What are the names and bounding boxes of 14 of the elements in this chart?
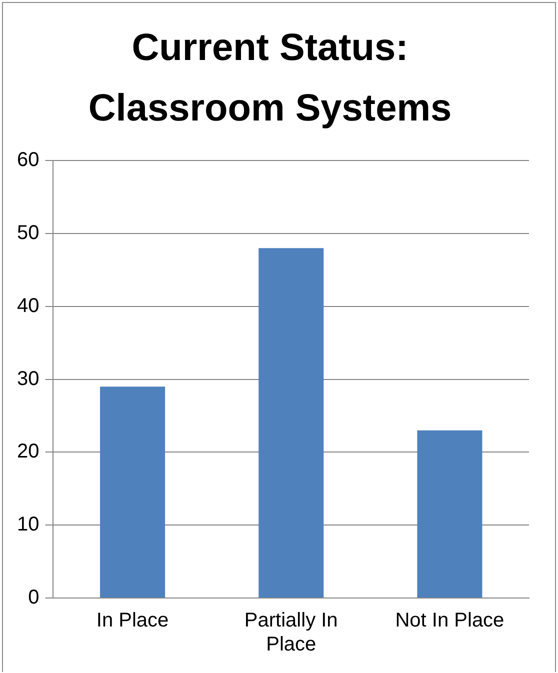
y-tick-label: 10 — [16, 514, 40, 536]
x-tick-label: Not In Place — [395, 610, 504, 632]
y-tick-label: 0 — [28, 586, 40, 609]
bar — [258, 248, 324, 598]
bar — [100, 386, 166, 598]
x-tick-label: In Place — [96, 610, 169, 632]
y-tick-label: 20 — [16, 440, 40, 463]
y-tick-label: 40 — [16, 294, 40, 317]
y-tick-label: 60 — [16, 149, 40, 172]
x-tick-label: Partially In Place — [244, 610, 338, 656]
chart-title: Current Status: Classroom Systems — [88, 26, 452, 130]
y-tick-label: 30 — [16, 368, 40, 390]
bar — [417, 430, 482, 598]
y-tick-label: 50 — [16, 222, 40, 244]
